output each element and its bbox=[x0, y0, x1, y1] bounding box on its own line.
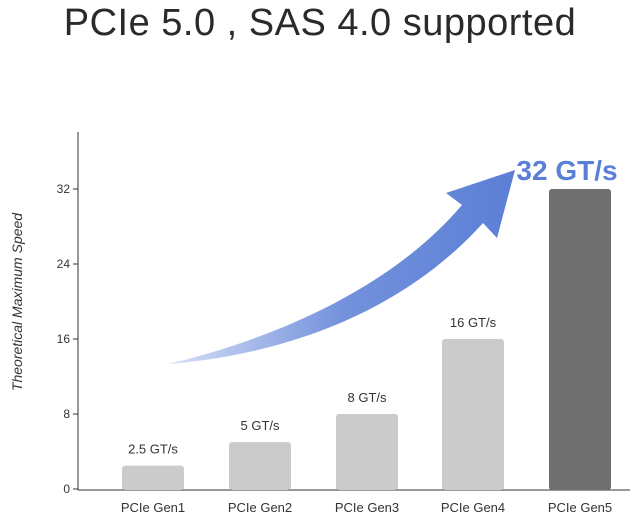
bar-2 bbox=[229, 442, 291, 490]
y-tick-label: 8 bbox=[63, 407, 70, 421]
x-tick-label: PCIe Gen3 bbox=[335, 500, 399, 515]
y-tick-label: 32 bbox=[57, 182, 71, 196]
y-axis-label: Theoretical Maximum Speed bbox=[9, 212, 25, 391]
data-label: 16 GT/s bbox=[450, 315, 497, 330]
data-label: 32 GT/s bbox=[516, 155, 617, 186]
bar-4 bbox=[442, 339, 504, 490]
chart-title: PCIe 5.0 , SAS 4.0 supported bbox=[63, 2, 577, 44]
data-label: 8 GT/s bbox=[347, 390, 387, 405]
growth-arrow-icon bbox=[168, 170, 515, 364]
y-tick-label: 16 bbox=[57, 332, 71, 346]
bar-3 bbox=[336, 414, 398, 490]
bar-5 bbox=[549, 189, 611, 490]
y-tick-label: 24 bbox=[57, 257, 71, 271]
x-tick-label: PCIe Gen1 bbox=[121, 500, 185, 515]
y-tick-label: 0 bbox=[63, 482, 70, 496]
bar-1 bbox=[122, 465, 184, 490]
x-tick-label: PCIe Gen2 bbox=[228, 500, 292, 515]
x-tick-label: PCIe Gen5 bbox=[548, 500, 612, 515]
data-label: 5 GT/s bbox=[240, 418, 280, 433]
data-label: 2.5 GT/s bbox=[128, 442, 178, 457]
x-tick-label: PCIe Gen4 bbox=[441, 500, 505, 515]
